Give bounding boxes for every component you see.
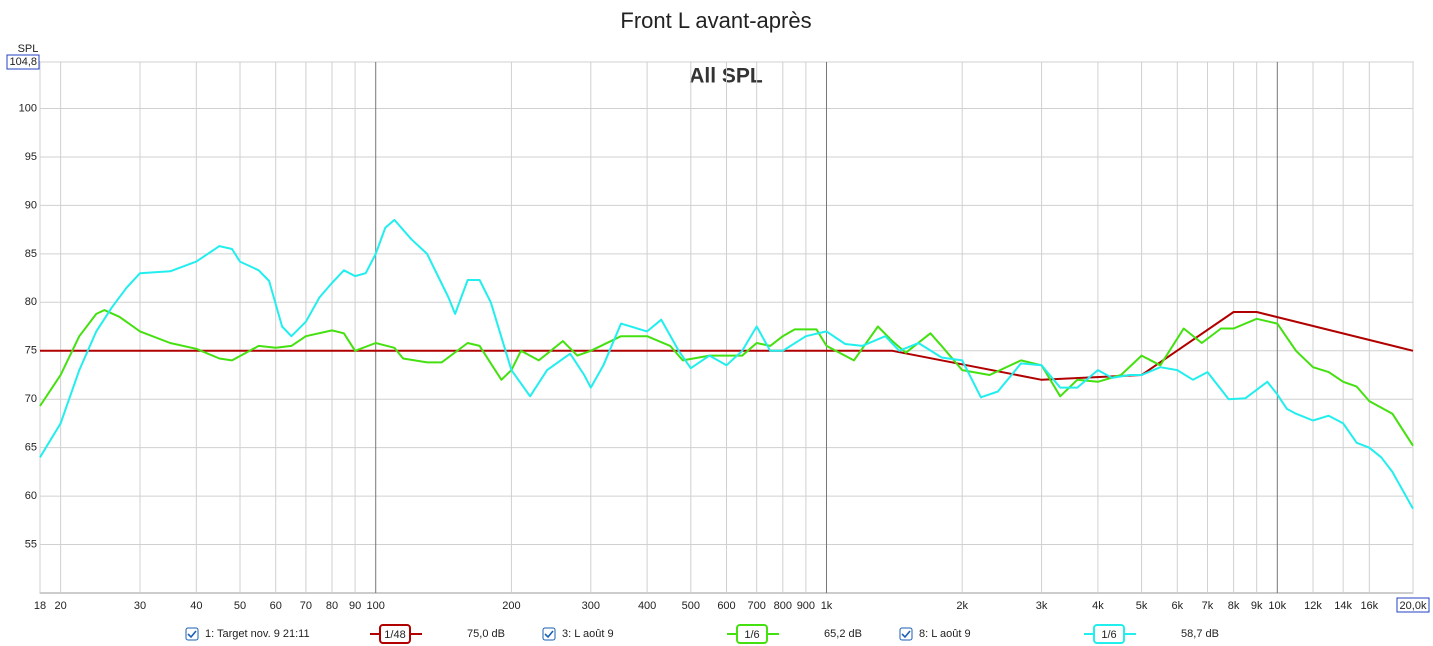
x-tick-label: 100 [367, 600, 385, 612]
y-axis-label: SPL [18, 43, 39, 55]
y-tick-label: 90 [25, 199, 37, 211]
x-tick-label: 4k [1092, 600, 1104, 612]
legend-check [187, 630, 197, 639]
y-tick-label: 85 [25, 248, 37, 260]
legend-smoothing: 1/6 [744, 629, 759, 641]
x-tick-label: 30 [134, 600, 146, 612]
x-tick-label: 900 [797, 600, 815, 612]
legend-level: 58,7 dB [1181, 628, 1219, 640]
y-tick-label: 80 [25, 296, 37, 308]
y-tick-label: 100 [19, 102, 37, 114]
y-tick-label: 65 [25, 442, 37, 454]
x-tick-label: 60 [270, 600, 282, 612]
legend-smoothing: 1/6 [1101, 629, 1116, 641]
smoothing-box [379, 624, 411, 644]
chart-title: Front L avant-après [620, 8, 811, 33]
x-tick-label: 800 [774, 600, 792, 612]
legend-check [901, 630, 911, 639]
legend-level: 65,2 dB [824, 628, 862, 640]
x-tick-label: 1k [821, 600, 833, 612]
x-tick-label: 20 [55, 600, 67, 612]
y-tick-label: 75 [25, 345, 37, 357]
series-line [39, 218, 1414, 510]
y-tick-label: 55 [25, 538, 37, 550]
legend-label: 1: Target nov. 9 21:11 [205, 628, 310, 640]
x-tick-label: 400 [638, 600, 656, 612]
x-tick-label: 7k [1202, 600, 1214, 612]
x-tick-label: 300 [582, 600, 600, 612]
legend-level: 75,0 dB [467, 628, 505, 640]
x-tick-label: 600 [717, 600, 735, 612]
x-tick-label: 80 [326, 600, 338, 612]
x-tick-label: 14k [1334, 600, 1352, 612]
x-tick-label: 50 [234, 600, 246, 612]
y-tick-label: 95 [25, 151, 37, 163]
legend-checkbox[interactable] [185, 627, 199, 641]
smoothing-box [1093, 624, 1125, 644]
x-tick-label: 20,0k [1400, 600, 1427, 612]
y-tick-label: 104,8 [9, 56, 37, 68]
x-tick-label: 6k [1171, 600, 1183, 612]
x-tick-label: 90 [349, 600, 361, 612]
legend-checkbox[interactable] [542, 627, 556, 641]
x-tick-label: 5k [1136, 600, 1148, 612]
legend-label: 8: L août 9 [919, 628, 971, 640]
tick-box [1396, 597, 1430, 613]
tick-box [6, 54, 40, 70]
series-line [39, 309, 1414, 447]
x-tick-label: 9k [1251, 600, 1263, 612]
x-tick-label: 10k [1268, 600, 1286, 612]
legend-checkbox[interactable] [899, 627, 913, 641]
x-tick-label: 8k [1228, 600, 1240, 612]
x-tick-label: 2k [956, 600, 968, 612]
legend-label: 3: L août 9 [562, 628, 614, 640]
legend-smoothing: 1/48 [384, 629, 405, 641]
y-tick-label: 70 [25, 393, 37, 405]
grid [39, 61, 1414, 593]
x-tick-label: 500 [682, 600, 700, 612]
x-tick-label: 18 [34, 600, 46, 612]
x-tick-label: 200 [502, 600, 520, 612]
x-tick-label: 16k [1360, 600, 1378, 612]
x-tick-label: 700 [747, 600, 765, 612]
x-tick-label: 70 [300, 600, 312, 612]
smoothing-box [736, 624, 768, 644]
y-tick-label: 60 [25, 490, 37, 502]
legend-check [544, 630, 554, 639]
x-tick-label: 3k [1036, 600, 1048, 612]
x-tick-label: 12k [1304, 600, 1322, 612]
x-tick-label: 40 [190, 600, 202, 612]
